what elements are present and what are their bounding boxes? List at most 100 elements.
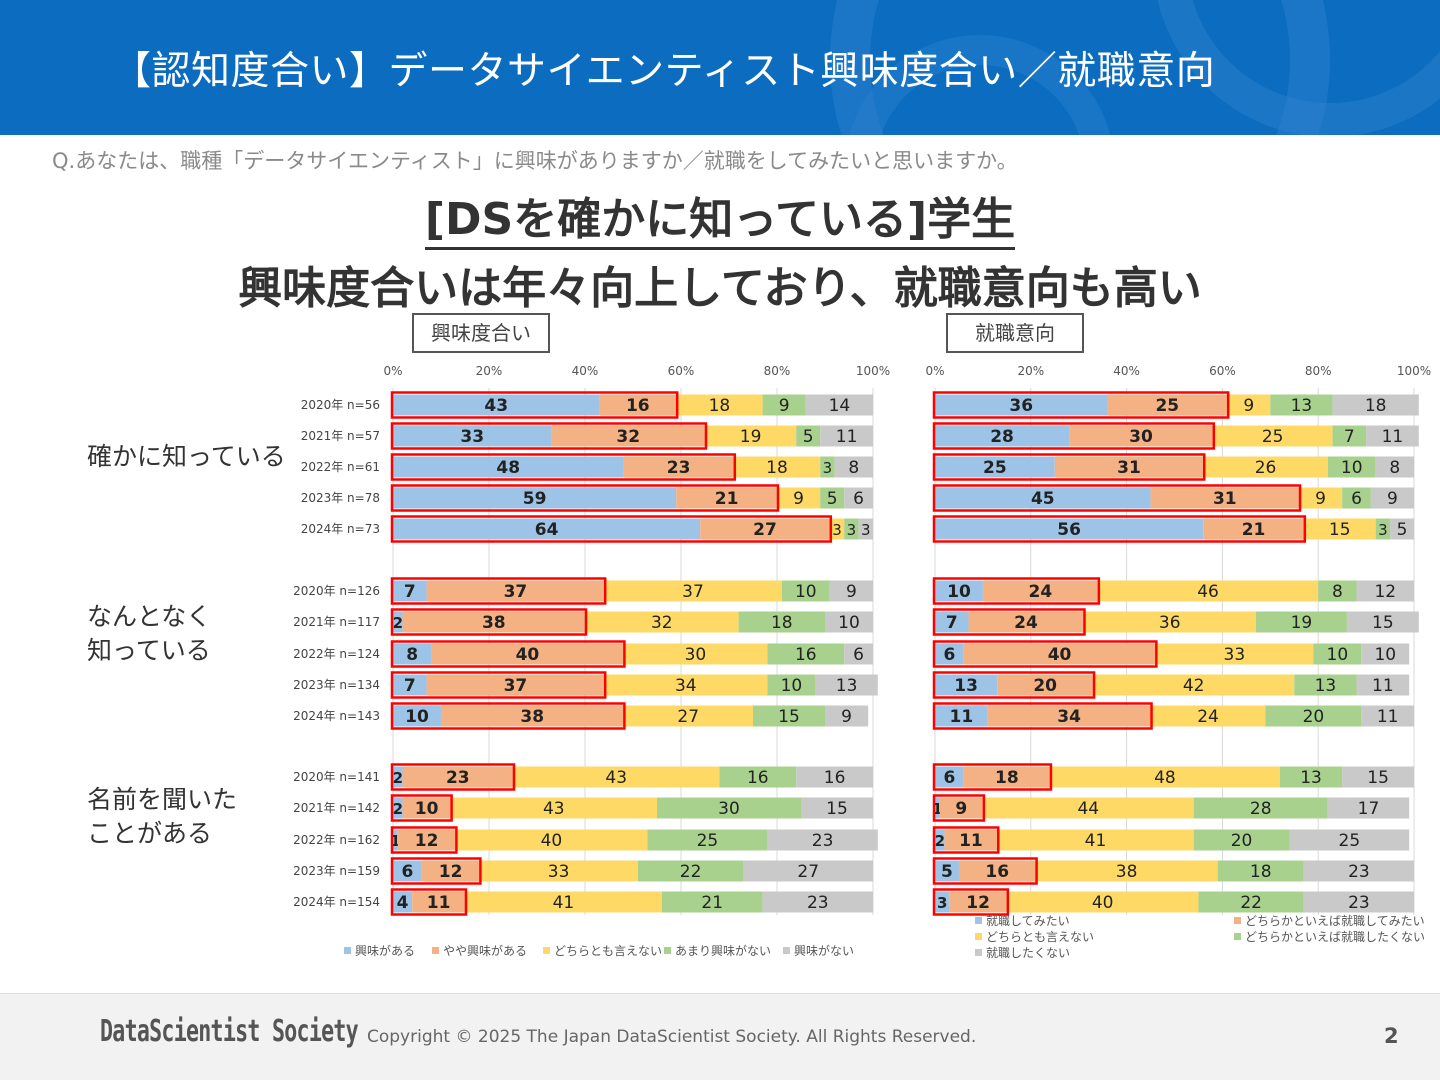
- bar-segment: [1217, 860, 1304, 882]
- data-label: 46: [1197, 582, 1219, 602]
- data-label: 18: [766, 458, 788, 478]
- data-label: 15: [1372, 613, 1394, 633]
- bar-segment: [1332, 425, 1367, 447]
- bar-segment: [1342, 766, 1414, 788]
- bar-segment: [982, 580, 1098, 602]
- data-label: 16: [824, 768, 846, 788]
- highlight-outline: [932, 763, 1053, 791]
- page-title: 【認知度合い】データサイエンティスト興味度合い／就職意向: [112, 49, 1216, 94]
- x-tick-label: 20%: [476, 364, 503, 378]
- headline-primary-text: [DSを確かに知っている]学生: [424, 194, 1016, 250]
- group-label-line: 名前を聞いた: [87, 785, 238, 814]
- category-label: 2022年 n=61: [301, 460, 380, 474]
- data-label: 12: [439, 862, 463, 882]
- data-label: 20: [1303, 707, 1325, 727]
- legend-swatch: [1234, 933, 1241, 940]
- bar-segment: [393, 456, 624, 478]
- bar-segment: [1289, 829, 1410, 851]
- data-label: 18: [1365, 396, 1387, 416]
- data-label: 43: [543, 799, 565, 819]
- x-tick-label: 40%: [572, 364, 599, 378]
- highlight-outline: [390, 484, 780, 512]
- bar-segment: [997, 829, 1194, 851]
- bar-segment: [935, 394, 1108, 416]
- data-label: 37: [504, 676, 528, 696]
- panel-label-employment: 就職意向: [946, 313, 1084, 353]
- bar-segment: [767, 643, 845, 665]
- data-label: 13: [836, 676, 858, 696]
- category-label: 2023年 n=159: [293, 864, 380, 878]
- header-banner: 【認知度合い】データサイエンティスト興味度合い／就職意向: [0, 0, 1440, 135]
- data-label: 21: [701, 893, 723, 913]
- bar-segment: [465, 891, 662, 913]
- bar-segment: [1255, 611, 1347, 633]
- data-label: 11: [1372, 676, 1394, 696]
- bar-segment: [1150, 705, 1266, 727]
- bar-segment: [844, 518, 859, 540]
- bar-segment: [935, 580, 983, 602]
- bar-segment: [935, 487, 1151, 509]
- data-label: 33: [460, 427, 484, 447]
- bar-segment: [963, 643, 1156, 665]
- legend-swatch: [432, 947, 439, 954]
- bar-segment: [402, 611, 585, 633]
- data-label: 16: [795, 645, 817, 665]
- bar-segment: [397, 829, 456, 851]
- bar-segment: [719, 766, 797, 788]
- data-label: 18: [771, 613, 793, 633]
- bar-segment: [1155, 643, 1314, 665]
- bar-segment: [1193, 829, 1290, 851]
- data-label: 26: [1255, 458, 1277, 478]
- category-label: 2022年 n=124: [293, 647, 380, 661]
- data-label: 44: [1077, 799, 1099, 819]
- x-tick-label: 0%: [383, 364, 402, 378]
- bar-segment: [1327, 456, 1376, 478]
- bar-segment: [935, 766, 964, 788]
- data-label: 10: [405, 707, 429, 727]
- x-tick-label: 60%: [668, 364, 695, 378]
- data-label: 30: [718, 799, 740, 819]
- data-label: 11: [950, 707, 974, 727]
- data-label: 5: [827, 489, 838, 509]
- bar-segment: [426, 674, 605, 696]
- bar-segment: [1313, 643, 1362, 665]
- bar-segment: [935, 611, 969, 633]
- bar-segment: [402, 766, 513, 788]
- data-label: 30: [685, 645, 707, 665]
- data-label: 10: [781, 676, 803, 696]
- data-label: 28: [990, 427, 1014, 447]
- category-label: 2024年 n=154: [293, 895, 380, 909]
- legend-label: 就職してみたい: [986, 914, 1070, 928]
- bar-segment: [987, 705, 1151, 727]
- bar-segment: [1006, 891, 1199, 913]
- data-label: 13: [1300, 768, 1322, 788]
- data-label: 13: [954, 676, 978, 696]
- category-label: 2023年 n=134: [293, 678, 380, 692]
- footer: DataScientist Society Copyright © 2025 T…: [0, 993, 1440, 1080]
- bar-segment: [935, 797, 940, 819]
- data-label: 31: [1213, 489, 1237, 509]
- bar-segment: [1327, 797, 1410, 819]
- data-label: 25: [1155, 396, 1179, 416]
- bar-segment: [963, 766, 1050, 788]
- legend-label: あまり興味がない: [675, 943, 771, 958]
- data-label: 38: [520, 707, 544, 727]
- bar-segment: [393, 705, 441, 727]
- group-label-line: ことがある: [87, 819, 213, 848]
- highlight-outline: [390, 577, 607, 605]
- bar-segment: [479, 860, 638, 882]
- bar-segment: [393, 611, 403, 633]
- bar-segment: [393, 860, 422, 882]
- bar-segment: [1150, 487, 1300, 509]
- bar-segment: [935, 829, 945, 851]
- bar-segment: [1049, 766, 1280, 788]
- group-label-line: なんとなく: [87, 602, 212, 631]
- category-label: 2021年 n=142: [293, 801, 380, 815]
- legend-label: 就職したくない: [986, 946, 1070, 960]
- highlight-outline: [932, 640, 1158, 668]
- headline-primary: [DSを確かに知っている]学生: [0, 183, 1440, 250]
- data-label: 11: [1382, 427, 1404, 447]
- bar-segment: [939, 797, 983, 819]
- data-label: 6: [1351, 489, 1362, 509]
- bar-segment: [1193, 797, 1328, 819]
